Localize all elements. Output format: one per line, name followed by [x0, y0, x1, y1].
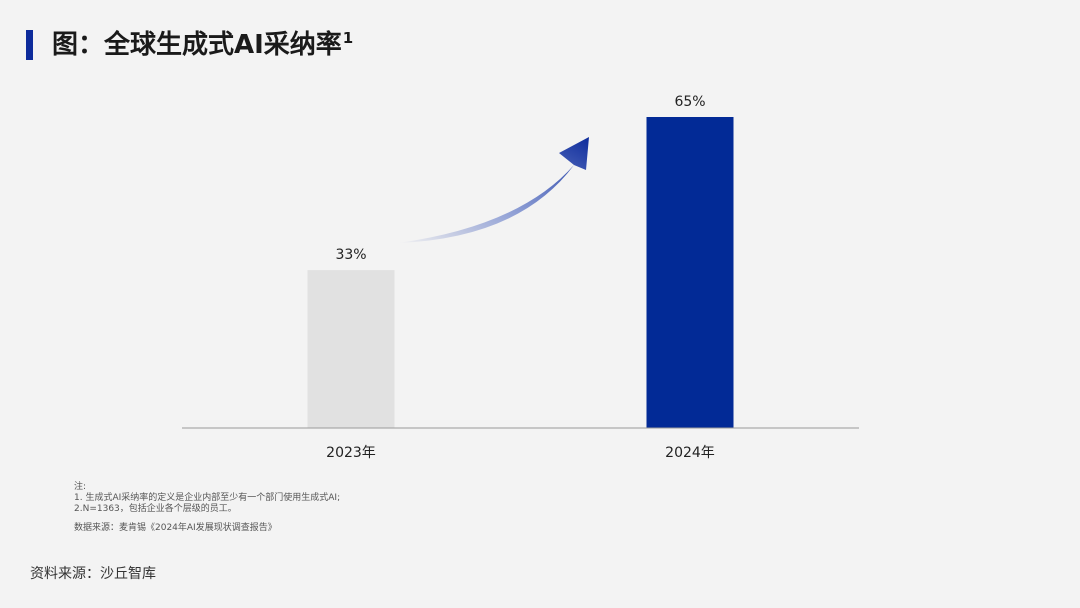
x-tick-label-2: 2024年 [665, 445, 715, 461]
notes-heading: 注: [74, 482, 87, 492]
page-title: 图：全球生成式AI采纳率1 [52, 24, 353, 61]
data-label-2: 65% [674, 94, 705, 110]
data-label-1: 33% [335, 247, 366, 263]
bar-1 [307, 270, 395, 428]
data-source-note: 数据来源：麦肯锡《2024年AI发展现状调查报告》 [74, 523, 277, 533]
growth-arrow [398, 137, 589, 243]
title-text: 图：全球生成式AI采纳率 [52, 30, 342, 60]
title-footnote-mark: 1 [342, 29, 354, 48]
title-accent-bar [26, 30, 33, 60]
x-tick-label-1: 2023年 [326, 445, 376, 461]
note-line-2: 2.N=1363，包括企业各个层级的员工。 [74, 504, 237, 514]
notes: 注: 1. 生成式AI采纳率的定义是企业内部至少有一个部门使用生成式AI; 2.… [74, 482, 340, 534]
note-line-1: 1. 生成式AI采纳率的定义是企业内部至少有一个部门使用生成式AI; [74, 493, 341, 503]
footer-source: 资料来源：沙丘智库 [30, 566, 156, 582]
bar-2 [646, 117, 734, 428]
